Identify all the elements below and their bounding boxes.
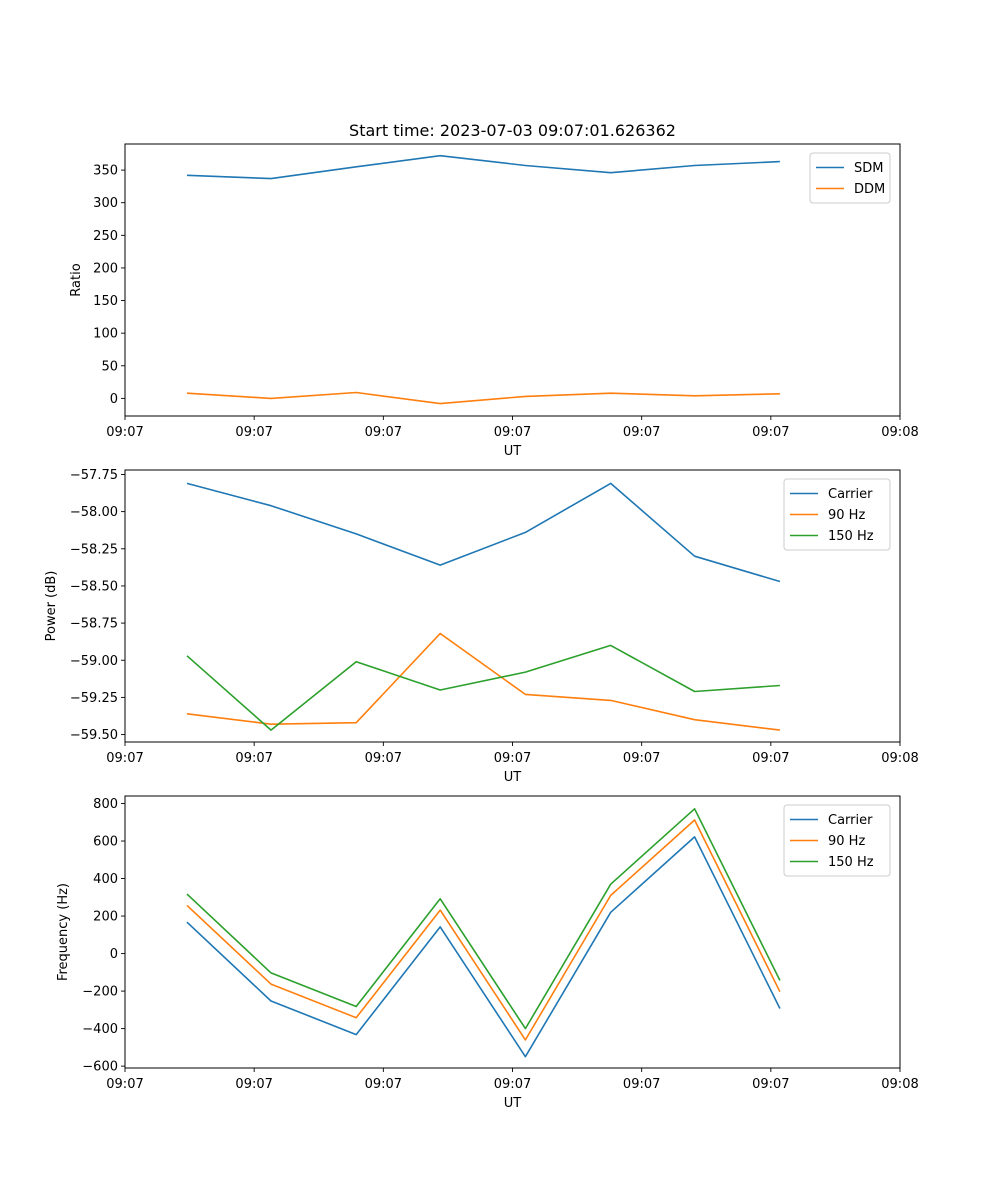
legend-label: 90 Hz [828,508,865,523]
legend-label: Carrier [828,487,873,502]
y-tick-label: −600 [82,1060,118,1075]
y-tick-label: 150 [93,294,118,309]
x-tick-label: 09:07 [494,751,531,766]
x-tick-label: 09:08 [881,425,918,440]
panel-1: 09:07 09:07 09:07 09:07 09:07 09:07 09:08 0 50 10… [69,143,919,459]
chart-title: Start time: 2023-07-03 09:07:01.626362 [349,121,676,140]
x-tick-label: 09:07 [106,1077,143,1092]
legend: Carrier 90 Hz 150 Hz [783,804,891,877]
x-tick-label: 09:07 [623,751,660,766]
legend-label: Carrier [828,813,873,828]
y-tick-label: 50 [101,359,118,374]
y-tick-label: 100 [93,327,118,342]
y-axis-label: Ratio [69,263,84,296]
x-tick-label: 09:07 [752,425,789,440]
y-tick-label: 600 [93,835,118,850]
y-tick-label: −58.25 [70,542,118,557]
y-tick-label: −59.00 [70,654,118,669]
x-axis-label: UT [504,770,522,785]
y-tick-label: −59.50 [70,728,118,743]
legend-label: SDM [854,161,883,176]
y-tick-label: 250 [93,229,118,244]
legend-label: 90 Hz [828,834,865,849]
legend-label: 150 Hz [828,855,874,870]
x-tick-label: 09:07 [623,1077,660,1092]
x-tick-label: 09:07 [752,1077,789,1092]
y-tick-label: −58.75 [70,617,118,632]
series-line-150-hz [186,807,781,1030]
y-tick-label: 400 [93,872,118,887]
series-line-90-hz [186,632,780,731]
x-tick-label: 09:07 [365,1077,402,1092]
legend-box [783,478,891,551]
x-tick-label: 09:07 [106,425,143,440]
x-tick-label: 09:07 [106,751,143,766]
y-tick-label: 200 [93,910,118,925]
series-line-ddm [186,391,780,405]
legend-box [809,152,891,204]
y-tick-label: 350 [93,164,118,179]
y-axis-label: Power (dB) [44,571,59,642]
x-tick-label: 09:07 [235,425,272,440]
legend: SDM DDM [809,152,891,204]
y-tick-label: −400 [82,1022,118,1037]
x-axis-label: UT [504,444,522,459]
series-line-sdm [186,154,780,180]
series-line-carrier [186,482,781,583]
legend-box [783,804,891,877]
series-line-90-hz [186,819,781,1041]
x-tick-label: 09:07 [752,751,789,766]
series-line-carrier [186,836,781,1058]
series-line-150-hz [186,644,780,731]
y-tick-label: −58.00 [70,505,118,520]
y-tick-label: 200 [93,261,118,276]
y-tick-label: −200 [82,985,118,1000]
panel-3: 09:07 09:07 09:07 09:07 09:07 09:07 09:08 −600 −… [56,795,919,1111]
legend-label: DDM [854,182,885,197]
x-tick-label: 09:07 [235,1077,272,1092]
panels: 09:07 09:07 09:07 09:07 09:07 09:07 09:08 0 50 10… [44,143,919,1111]
y-axis-label: Frequency (Hz) [56,883,71,981]
y-tick-label: 0 [110,947,118,962]
x-tick-label: 09:07 [494,425,531,440]
x-tick-label: 09:08 [881,751,918,766]
y-tick-label: −58.50 [70,579,118,594]
legend: Carrier 90 Hz 150 Hz [783,478,891,551]
y-tick-label: 0 [110,392,118,407]
legend-label: 150 Hz [828,529,874,544]
x-tick-label: 09:08 [881,1077,918,1092]
y-tick-label: 300 [93,196,118,211]
x-tick-label: 09:07 [235,751,272,766]
x-axis-label: UT [504,1096,522,1111]
y-tick-label: −57.75 [70,468,118,483]
x-tick-label: 09:07 [494,1077,531,1092]
x-tick-label: 09:07 [365,751,402,766]
panel-2: 09:07 09:07 09:07 09:07 09:07 09:07 09:08 −59.5… [44,468,919,785]
x-tick-label: 09:07 [365,425,402,440]
y-tick-label: 800 [93,797,118,812]
y-tick-label: −59.25 [70,691,118,706]
x-tick-label: 09:07 [623,425,660,440]
